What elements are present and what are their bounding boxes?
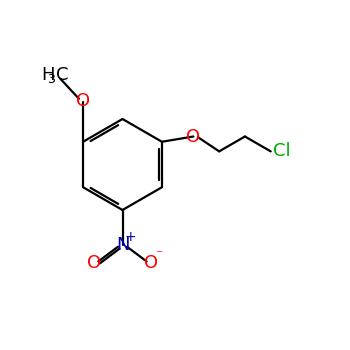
Text: Cl: Cl [273, 142, 291, 160]
Text: ⁻: ⁻ [155, 248, 163, 262]
Text: O: O [87, 254, 101, 272]
Text: O: O [76, 92, 90, 111]
Text: C: C [56, 66, 68, 84]
Text: O: O [186, 127, 201, 146]
Text: +: + [124, 230, 136, 244]
Text: 3: 3 [47, 73, 55, 86]
Text: O: O [144, 254, 158, 272]
Text: H: H [42, 66, 55, 84]
Text: N: N [116, 236, 129, 254]
